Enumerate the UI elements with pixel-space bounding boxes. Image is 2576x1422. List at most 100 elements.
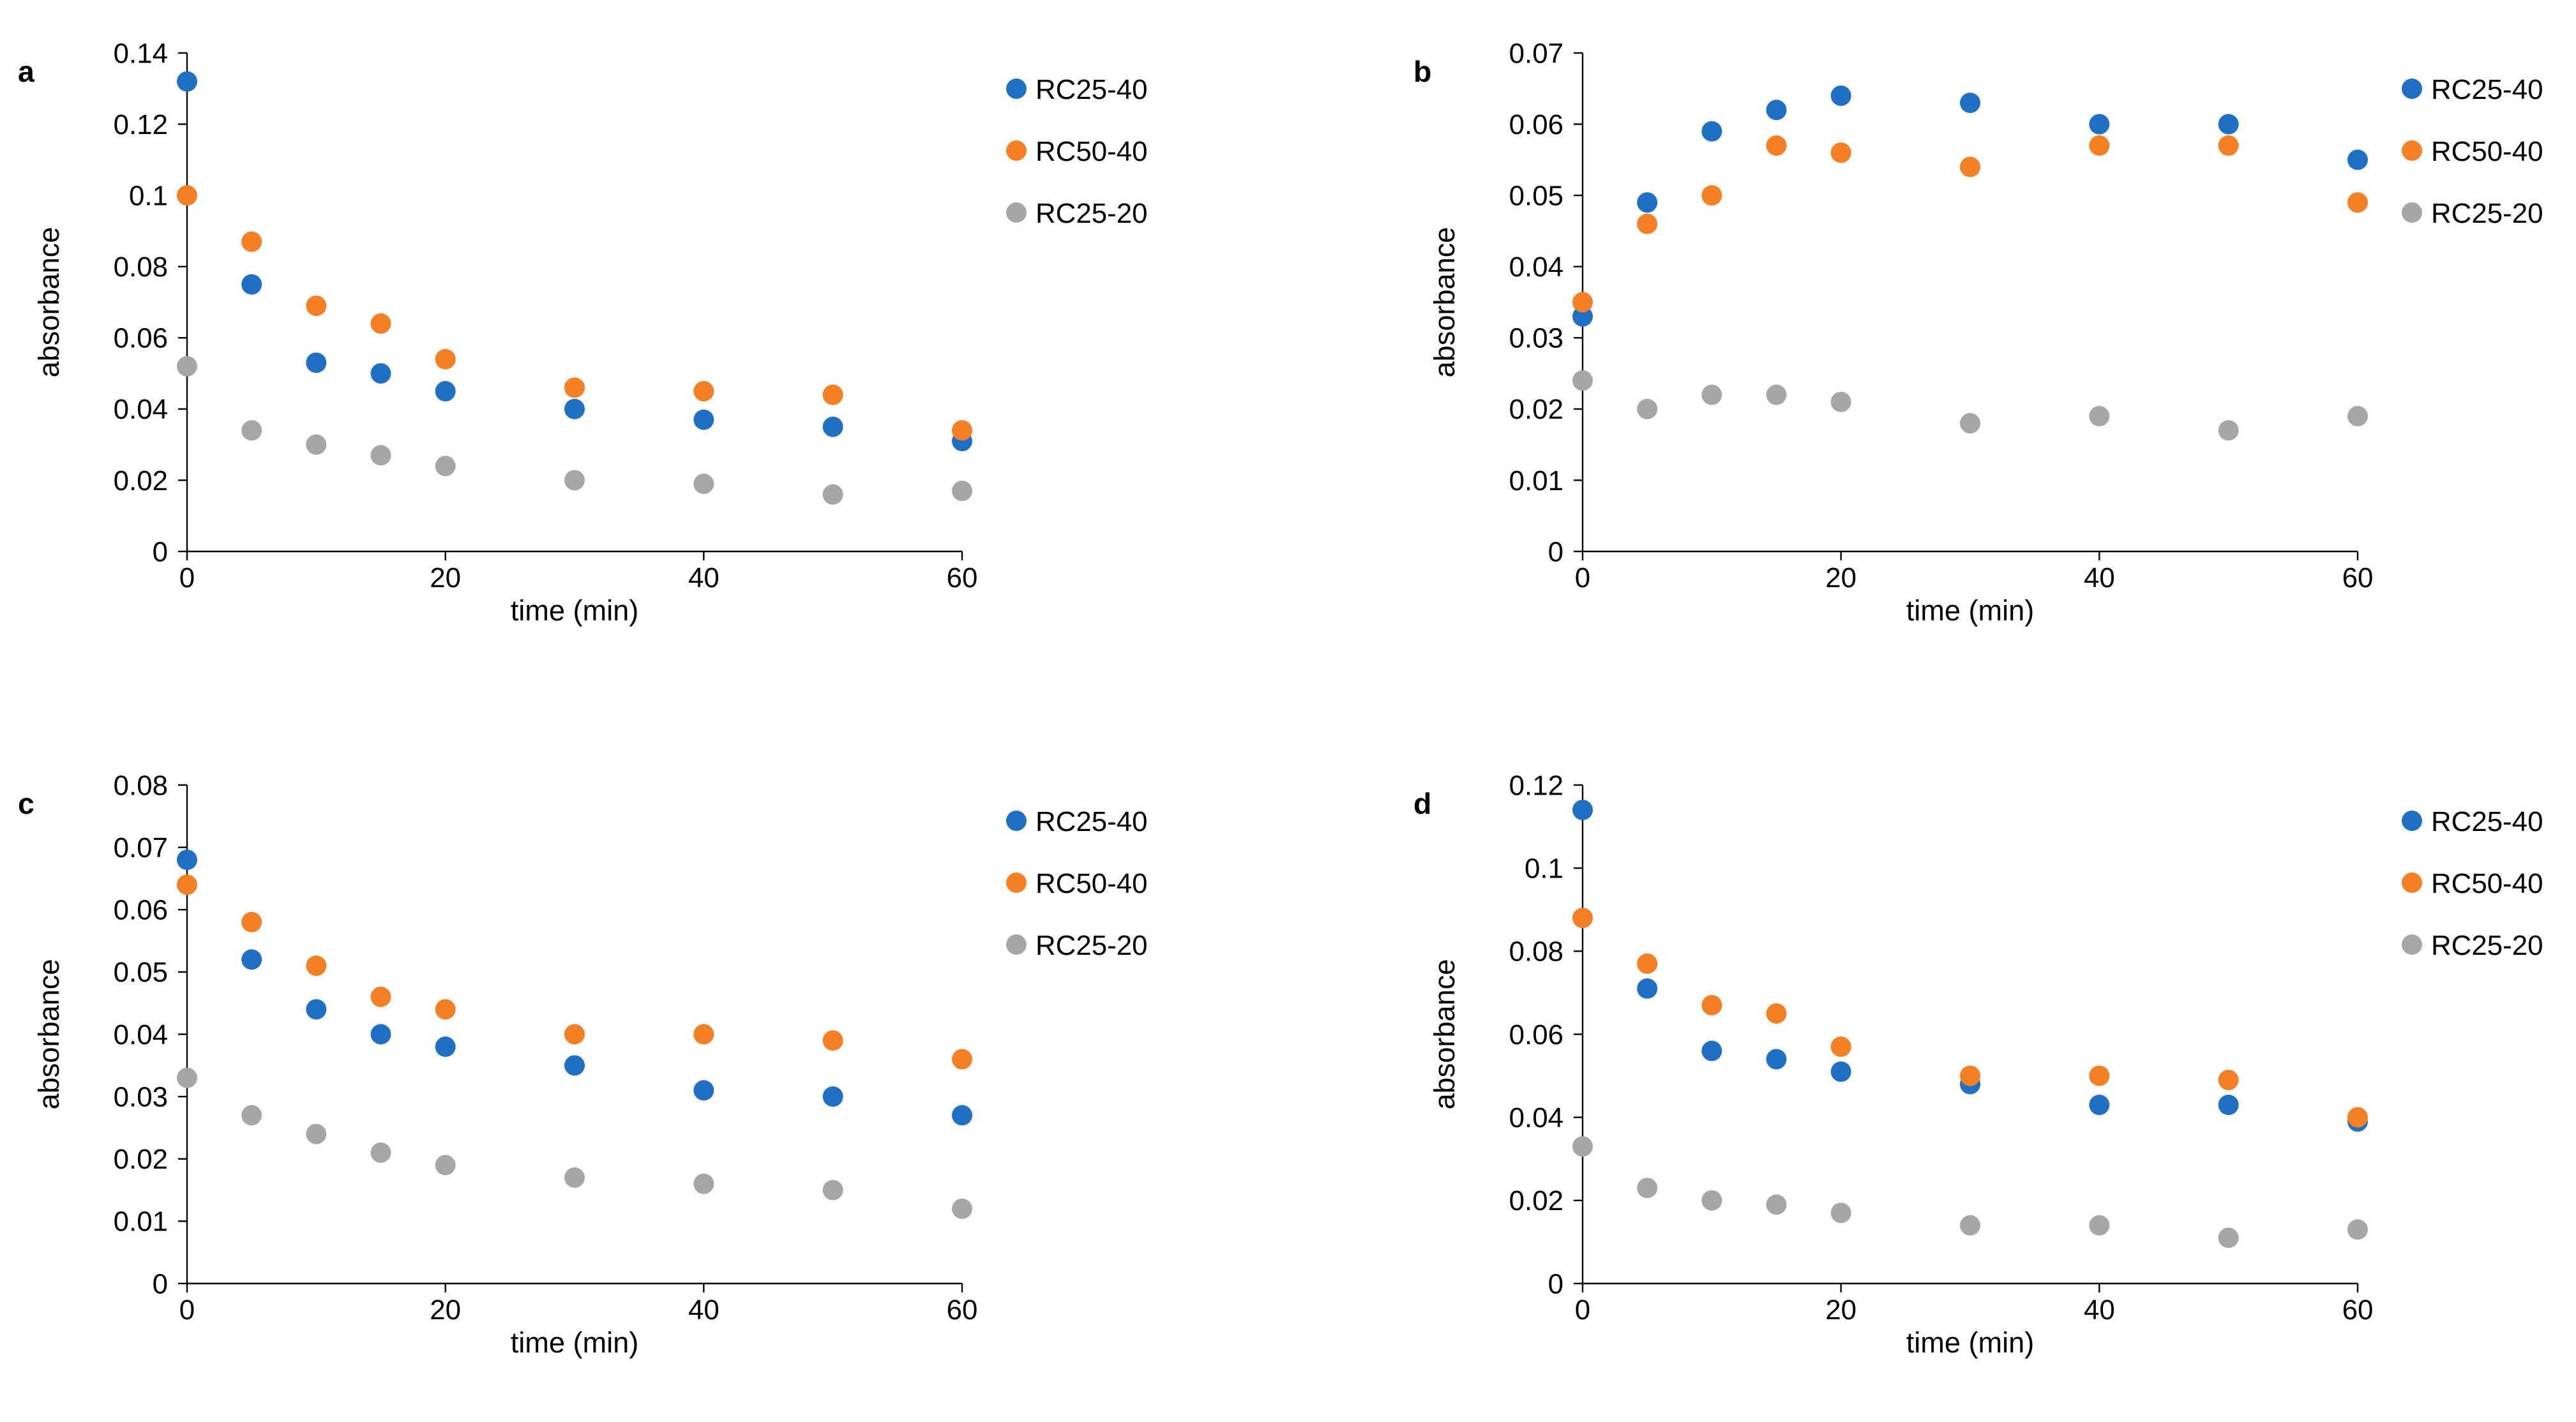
x-tick-label: 0 <box>179 1294 195 1326</box>
data-point <box>306 1123 327 1144</box>
y-tick-label: 0.06 <box>114 323 168 354</box>
x-tick-label: 20 <box>1825 1294 1857 1326</box>
data-point <box>564 377 585 398</box>
data-point <box>177 849 197 871</box>
data-point <box>693 1173 714 1194</box>
data-point <box>370 445 391 466</box>
y-tick-label: 0 <box>153 536 168 567</box>
data-point <box>1701 1190 1722 1211</box>
legend: RC25-40 RC50-40 RC25-20 <box>2402 74 2543 229</box>
data-point <box>435 1037 456 1058</box>
data-point <box>693 1080 714 1101</box>
chart-panel-b: b 0 0.01 0.02 0.03 0.04 0.05 0.06 0.07 0 20 40 60 tim… <box>1413 38 2543 627</box>
data-point <box>2089 135 2110 156</box>
series-RC50-40 <box>177 185 972 441</box>
y-tick-label: 0.14 <box>114 38 168 69</box>
y-tick-label: 0.08 <box>114 770 168 801</box>
legend-label: RC25-40 <box>1036 806 1147 837</box>
legend-label: RC25-40 <box>1036 74 1147 105</box>
data-point <box>952 1105 972 1126</box>
data-point <box>241 231 262 252</box>
data-point <box>2347 192 2368 213</box>
x-tick-label: 0 <box>1575 1294 1590 1326</box>
data-point <box>1960 1065 1980 1086</box>
legend-marker <box>2402 934 2422 955</box>
series-RC50-40 <box>177 874 972 1070</box>
data-point <box>1960 1215 1980 1236</box>
series-RC25-40 <box>177 71 972 452</box>
y-tick-label: 0.04 <box>114 394 168 425</box>
panel-label: d <box>1413 787 1431 820</box>
series-RC25-20 <box>1572 1136 2368 1248</box>
data-point <box>1637 192 1658 213</box>
series-RC25-20 <box>177 1067 972 1219</box>
legend: RC25-40 RC50-40 RC25-20 <box>1006 806 1147 961</box>
panel-label: a <box>18 55 35 88</box>
data-point <box>177 1067 197 1088</box>
data-point <box>1960 93 1980 114</box>
data-point <box>2347 406 2368 427</box>
data-point <box>564 470 585 491</box>
y-tick-label: 0.06 <box>114 895 168 926</box>
legend: RC25-40 RC50-40 RC25-20 <box>1006 74 1147 229</box>
x-tick-label: 20 <box>1825 562 1857 594</box>
legend-marker <box>2402 872 2422 893</box>
y-tick-label: 0.02 <box>1509 1185 1563 1216</box>
y-tick-label: 0.1 <box>129 180 168 211</box>
data-point <box>1830 142 1851 163</box>
data-point <box>306 955 327 977</box>
y-axis-label: absorbance <box>33 227 65 378</box>
x-tick-label: 40 <box>688 562 719 594</box>
data-point <box>1572 800 1593 821</box>
panel-label: b <box>1413 55 1431 88</box>
y-tick-label: 0.05 <box>114 957 168 988</box>
data-point <box>2347 1107 2368 1128</box>
y-tick-label: 0.12 <box>114 109 168 140</box>
data-point <box>306 296 327 317</box>
data-point <box>693 1024 714 1045</box>
data-point <box>241 420 262 441</box>
y-tick-label: 0.1 <box>1525 853 1563 885</box>
data-point <box>693 409 714 430</box>
data-point <box>1830 1037 1851 1058</box>
data-point <box>2089 406 2110 427</box>
data-point <box>306 352 327 373</box>
series-RC50-40 <box>1572 135 2368 313</box>
panel-label: c <box>18 787 34 820</box>
data-point <box>177 71 197 92</box>
data-point <box>822 484 843 505</box>
data-point <box>435 1155 456 1176</box>
data-point <box>2218 114 2239 135</box>
series-RC25-40 <box>177 849 972 1126</box>
y-tick-label: 0.07 <box>114 832 168 864</box>
x-tick-label: 60 <box>947 562 978 594</box>
data-point <box>435 380 456 401</box>
y-tick-label: 0.02 <box>114 465 168 497</box>
data-point <box>2089 1065 2110 1086</box>
legend-marker <box>2402 811 2422 831</box>
data-point <box>1960 156 1980 177</box>
data-point <box>1766 100 1787 121</box>
data-point <box>370 1142 391 1163</box>
y-tick-label: 0.08 <box>114 251 168 283</box>
y-tick-label: 0 <box>1548 536 1563 567</box>
x-tick-label: 20 <box>430 562 461 594</box>
y-tick-label: 0 <box>1548 1268 1563 1299</box>
chart-panel-d: d 0 0.02 0.04 0.06 0.08 0.1 0.12 0 20 40 60 time (mi… <box>1413 770 2543 1359</box>
data-point <box>1701 121 1722 142</box>
data-point <box>564 1167 585 1188</box>
legend-label: RC50-40 <box>1036 868 1147 899</box>
data-point <box>1766 1003 1787 1024</box>
data-point <box>1637 953 1658 974</box>
data-point <box>1637 398 1658 419</box>
y-tick-label: 0.03 <box>1509 323 1563 354</box>
y-tick-label: 0.06 <box>1509 109 1563 140</box>
data-point <box>564 1024 585 1045</box>
series-RC50-40 <box>1572 908 2368 1128</box>
series-RC25-40 <box>1572 85 2368 327</box>
data-point <box>952 1198 972 1219</box>
data-point <box>1701 185 1722 206</box>
legend-marker <box>1006 140 1027 161</box>
legend-marker <box>2402 140 2422 161</box>
legend-marker <box>2402 202 2422 223</box>
